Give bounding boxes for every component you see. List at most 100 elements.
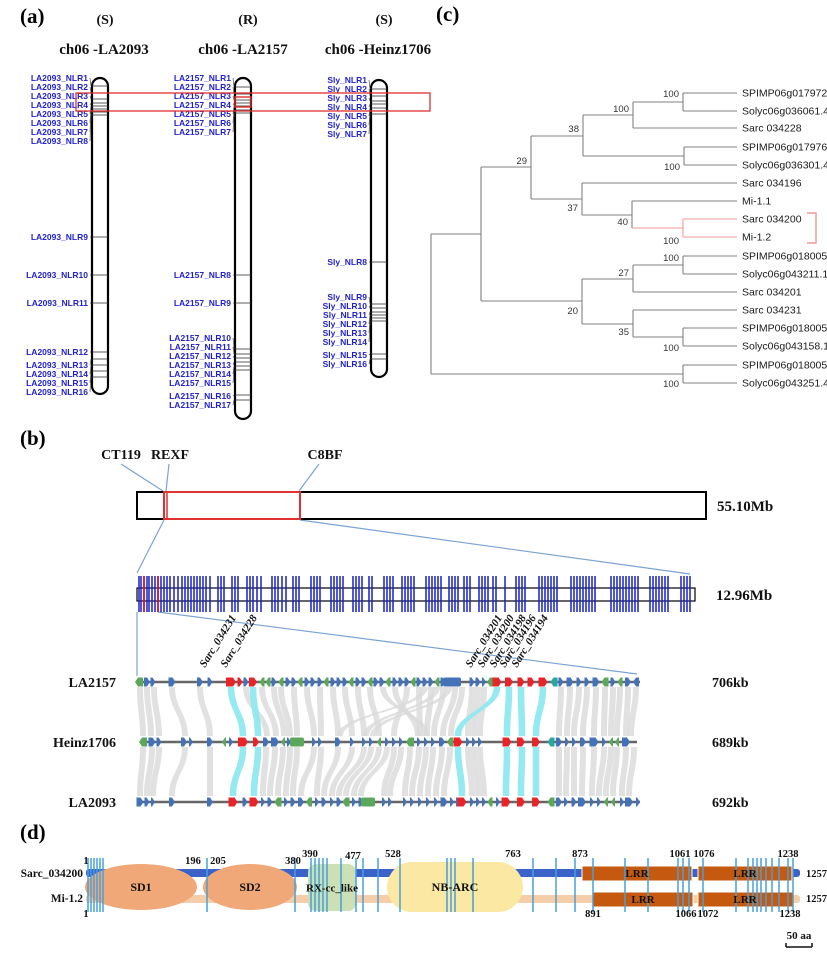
gene-arrow	[403, 797, 407, 807]
nlr-gene-label: LA2157_NLR4	[174, 100, 231, 110]
synteny-ribbon	[367, 687, 382, 736]
zoom-connector-line	[298, 463, 320, 492]
gene-arrow	[263, 737, 269, 747]
aa-position: 891	[585, 909, 601, 920]
nlr-gene-label: LA2157_NLR13	[169, 360, 231, 370]
nlr-gene-label: Sly_NLR8	[327, 257, 367, 267]
synteny-ribbon	[580, 687, 590, 736]
synteny-ribbon	[589, 747, 597, 796]
synteny-ribbon	[626, 747, 637, 796]
gene-arrow	[392, 737, 396, 747]
gene-arrow	[431, 737, 435, 747]
marker-leader-line	[89, 114, 92, 142]
gene-block	[443, 677, 461, 687]
gene-arrow	[144, 797, 150, 807]
aa-position: 1	[83, 856, 88, 867]
marker-leader-line	[232, 337, 235, 350]
gene-arrow	[228, 797, 238, 807]
aa-position: 1066	[676, 909, 697, 920]
gene-block	[290, 737, 304, 747]
gene-arrow	[492, 677, 502, 687]
nlr-gene-label: LA2157_NLR6	[174, 118, 231, 128]
marker-leader-line	[368, 79, 371, 90]
bootstrap-value: 27	[618, 268, 629, 279]
synteny-ribbon	[330, 687, 341, 736]
gene-arrow	[285, 677, 291, 687]
zoom-connector-line	[120, 463, 164, 492]
synteny-ribbon	[556, 747, 562, 796]
gene-arrow	[424, 737, 428, 747]
gene-arrow	[330, 677, 336, 687]
gene-arrow	[274, 797, 282, 807]
gene-arrow	[226, 677, 236, 687]
gene-arrow	[135, 677, 143, 687]
synteny-ribbon	[608, 687, 616, 736]
marker-leader-line	[368, 296, 371, 305]
aa-position: 477	[345, 851, 361, 862]
panel-c: SPIMP06g0179721 Solyc06g036061.4 Sarc 0342…	[430, 88, 827, 390]
taxon-label: Solyc06g043211.1	[742, 269, 827, 281]
gene-arrow	[253, 737, 259, 747]
gene-arrow	[287, 737, 291, 747]
gene-arrow	[440, 797, 448, 807]
marker-leader-line	[89, 95, 92, 100]
marker-leader-line	[89, 105, 92, 115]
gene-arrow	[207, 677, 213, 687]
gene-arrow	[335, 737, 341, 747]
gene-arrow	[453, 737, 463, 747]
gene-arrow	[306, 797, 312, 807]
gene-arrow	[207, 797, 213, 807]
gene-arrow	[151, 797, 155, 807]
nlr-gene-label: Sly_NLR7	[327, 129, 367, 139]
bootstrap-value: 100	[613, 104, 629, 115]
marker-leader-line	[368, 103, 371, 108]
bootstrap-value: 100	[664, 162, 680, 173]
gene-arrow	[222, 737, 226, 747]
gene-arrow	[399, 737, 403, 747]
chromosome-title: ch06 -Heinz1706	[325, 42, 432, 58]
gene-arrow	[317, 677, 323, 687]
synteny-ribbon	[596, 747, 607, 796]
taxon-label: Mi-1.1	[742, 196, 771, 208]
marker-leader-line	[232, 399, 235, 406]
nlr-gene-label: LA2157_NLR10	[169, 333, 231, 343]
synteny-ribbon	[314, 747, 324, 796]
nlr-gene-label: LA2093_NLR15	[26, 378, 88, 388]
gene-arrow	[261, 797, 265, 807]
gene-arrow	[625, 797, 633, 807]
aa-position: 1076	[694, 849, 715, 860]
marker-leader-line	[89, 370, 92, 384]
taxon-label: Solyc06g036301.4	[742, 160, 827, 172]
nlr-gene-label: LA2157_NLR5	[174, 109, 231, 119]
synteny-ribbon	[259, 687, 279, 736]
aa-position: 390	[302, 849, 318, 860]
gene-arrow	[189, 737, 193, 747]
gene-arrow	[426, 797, 430, 807]
synteny-ribbon	[298, 747, 317, 796]
synteny-ribbon	[471, 747, 481, 796]
nlr-gene-label: Sly_NLR14	[323, 337, 368, 347]
target-locus-red-box	[234, 96, 252, 108]
domain-label: LRR	[733, 894, 757, 906]
gene-arrow	[144, 677, 150, 687]
nlr-gene-label: LA2093_NLR14	[26, 369, 88, 379]
gene-arrow	[249, 797, 259, 807]
marker-leader-line	[89, 86, 92, 94]
protein-name: Sarc_034200	[21, 868, 84, 880]
synteny-ribbon	[619, 747, 629, 796]
marker-leader-line	[232, 369, 235, 384]
gene-arrow	[304, 677, 310, 687]
taxon-label: SPIMP06g0179721	[742, 88, 827, 100]
gene-arrow	[406, 737, 414, 747]
nlr-gene-label: LA2157_NLR8	[174, 270, 231, 280]
bootstrap-value: 35	[618, 327, 629, 338]
mapped-interval-red-box	[163, 491, 301, 520]
gene-arrow	[238, 737, 248, 747]
gene-arrow	[547, 737, 555, 747]
gene-arrow	[617, 677, 623, 687]
gene-arrow	[410, 797, 414, 807]
synteny-ribbon	[564, 687, 573, 736]
gene-arrow	[532, 797, 540, 807]
synteny-track-Heinz1706: Heinz1706 689kb	[53, 736, 749, 751]
bootstrap-value: 100	[663, 343, 679, 354]
